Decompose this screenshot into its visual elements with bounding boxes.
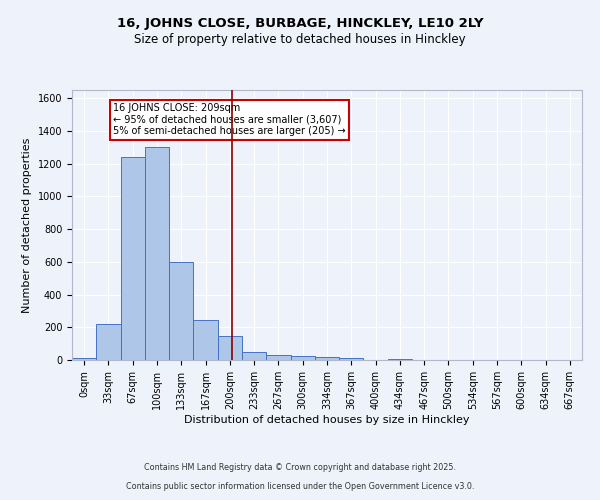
Bar xyxy=(242,352,266,360)
X-axis label: Distribution of detached houses by size in Hinckley: Distribution of detached houses by size … xyxy=(184,414,470,424)
Text: Contains public sector information licensed under the Open Government Licence v3: Contains public sector information licen… xyxy=(126,482,474,491)
Bar xyxy=(339,358,364,360)
Bar xyxy=(72,358,96,360)
Y-axis label: Number of detached properties: Number of detached properties xyxy=(22,138,32,312)
Bar xyxy=(121,157,145,360)
Bar xyxy=(218,336,242,360)
Bar xyxy=(315,357,339,360)
Bar xyxy=(96,324,121,360)
Bar xyxy=(388,358,412,360)
Text: Size of property relative to detached houses in Hinckley: Size of property relative to detached ho… xyxy=(134,32,466,46)
Text: Contains HM Land Registry data © Crown copyright and database right 2025.: Contains HM Land Registry data © Crown c… xyxy=(144,464,456,472)
Bar xyxy=(145,148,169,360)
Bar xyxy=(193,320,218,360)
Bar xyxy=(290,356,315,360)
Bar xyxy=(266,355,290,360)
Text: 16 JOHNS CLOSE: 209sqm
← 95% of detached houses are smaller (3,607)
5% of semi-d: 16 JOHNS CLOSE: 209sqm ← 95% of detached… xyxy=(113,103,346,136)
Text: 16, JOHNS CLOSE, BURBAGE, HINCKLEY, LE10 2LY: 16, JOHNS CLOSE, BURBAGE, HINCKLEY, LE10… xyxy=(116,18,484,30)
Bar xyxy=(169,262,193,360)
